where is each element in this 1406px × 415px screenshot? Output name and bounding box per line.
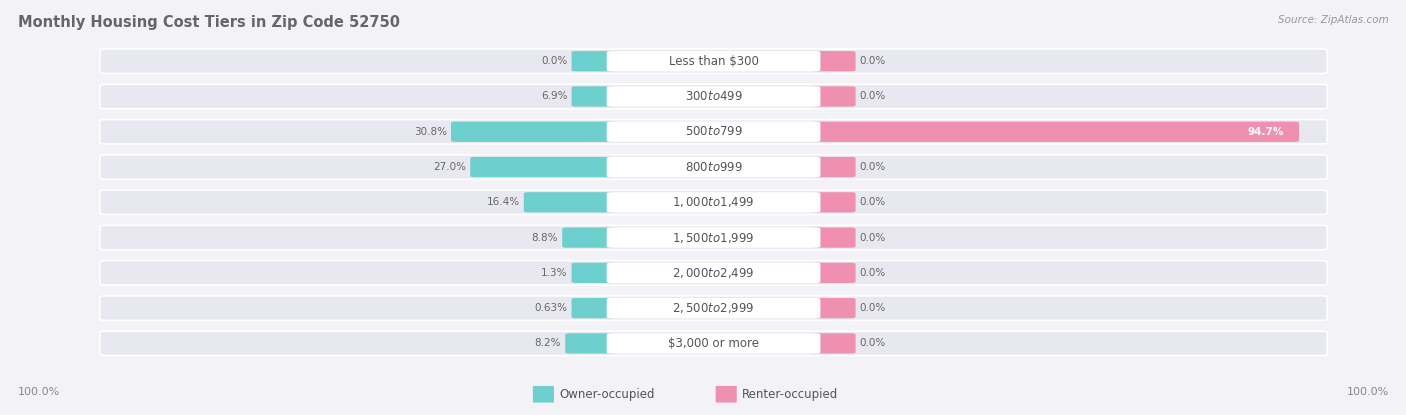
Text: 0.0%: 0.0% [859,162,886,172]
Text: 0.0%: 0.0% [859,197,886,208]
Text: $300 to $499: $300 to $499 [685,90,742,103]
FancyBboxPatch shape [571,51,614,71]
Text: 16.4%: 16.4% [486,197,520,208]
FancyBboxPatch shape [100,296,1327,320]
Text: Source: ZipAtlas.com: Source: ZipAtlas.com [1278,15,1389,24]
Text: $1,500 to $1,999: $1,500 to $1,999 [672,231,755,244]
FancyBboxPatch shape [571,298,614,318]
Text: 0.63%: 0.63% [534,303,567,313]
Text: 100.0%: 100.0% [18,387,60,397]
FancyBboxPatch shape [607,122,820,142]
Text: 0.0%: 0.0% [859,303,886,313]
Text: 0.0%: 0.0% [859,56,886,66]
Text: 0.0%: 0.0% [859,268,886,278]
FancyBboxPatch shape [565,333,614,354]
FancyBboxPatch shape [607,192,820,212]
FancyBboxPatch shape [571,263,614,283]
Text: 6.9%: 6.9% [541,91,567,102]
FancyBboxPatch shape [524,192,614,212]
Text: 8.2%: 8.2% [534,338,561,349]
FancyBboxPatch shape [813,192,855,212]
FancyBboxPatch shape [813,263,855,283]
FancyBboxPatch shape [813,227,855,248]
Text: $2,000 to $2,499: $2,000 to $2,499 [672,266,755,280]
FancyBboxPatch shape [100,331,1327,356]
FancyBboxPatch shape [813,86,855,107]
Text: $2,500 to $2,999: $2,500 to $2,999 [672,301,755,315]
FancyBboxPatch shape [100,120,1327,144]
Text: 94.7%: 94.7% [1247,127,1284,137]
FancyBboxPatch shape [100,190,1327,215]
Text: $800 to $999: $800 to $999 [685,161,742,173]
FancyBboxPatch shape [100,225,1327,250]
FancyBboxPatch shape [607,227,820,248]
Text: 100.0%: 100.0% [1347,387,1389,397]
FancyBboxPatch shape [100,49,1327,73]
FancyBboxPatch shape [813,333,855,354]
FancyBboxPatch shape [607,298,820,318]
FancyBboxPatch shape [607,157,820,177]
FancyBboxPatch shape [607,333,820,354]
Text: 30.8%: 30.8% [413,127,447,137]
Text: 1.3%: 1.3% [541,268,567,278]
Text: Renter-occupied: Renter-occupied [742,388,838,401]
FancyBboxPatch shape [100,84,1327,109]
FancyBboxPatch shape [607,51,820,71]
Text: Monthly Housing Cost Tiers in Zip Code 52750: Monthly Housing Cost Tiers in Zip Code 5… [18,15,401,29]
Text: Owner-occupied: Owner-occupied [560,388,655,401]
Text: 0.0%: 0.0% [541,56,567,66]
Text: $3,000 or more: $3,000 or more [668,337,759,350]
Text: Less than $300: Less than $300 [669,55,758,68]
Text: $500 to $799: $500 to $799 [685,125,742,138]
Text: 8.8%: 8.8% [531,232,558,243]
FancyBboxPatch shape [813,122,1299,142]
FancyBboxPatch shape [813,298,855,318]
FancyBboxPatch shape [100,261,1327,285]
FancyBboxPatch shape [607,86,820,107]
FancyBboxPatch shape [562,227,614,248]
Text: 0.0%: 0.0% [859,338,886,349]
FancyBboxPatch shape [813,51,855,71]
Text: 0.0%: 0.0% [859,91,886,102]
FancyBboxPatch shape [533,386,554,403]
FancyBboxPatch shape [716,386,737,403]
FancyBboxPatch shape [571,86,614,107]
FancyBboxPatch shape [607,263,820,283]
FancyBboxPatch shape [470,157,614,177]
Text: 27.0%: 27.0% [433,162,465,172]
Text: $1,000 to $1,499: $1,000 to $1,499 [672,195,755,209]
Text: 0.0%: 0.0% [859,232,886,243]
FancyBboxPatch shape [100,155,1327,179]
FancyBboxPatch shape [813,157,855,177]
FancyBboxPatch shape [451,122,614,142]
